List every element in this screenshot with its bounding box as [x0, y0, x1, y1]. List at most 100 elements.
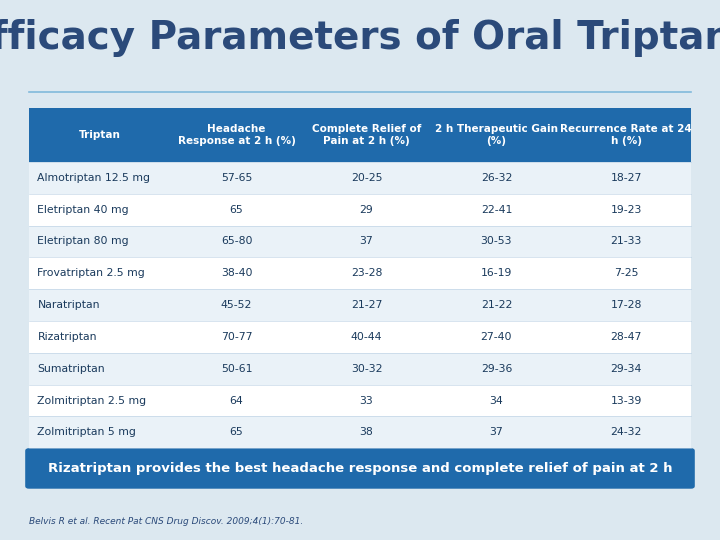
Bar [431, 258, 562, 289]
Bar [562, 353, 691, 384]
Text: 64: 64 [230, 395, 243, 406]
Bar [29, 162, 171, 194]
Bar [431, 108, 562, 162]
Text: Sumatriptan: Sumatriptan [37, 364, 105, 374]
Bar [431, 353, 562, 384]
Bar [431, 226, 562, 258]
Bar [29, 258, 171, 289]
Text: 65: 65 [230, 427, 243, 437]
Text: 20-25: 20-25 [351, 173, 382, 183]
Bar [562, 226, 691, 258]
Bar [562, 289, 691, 321]
Bar [562, 321, 691, 353]
Bar [302, 384, 431, 416]
Bar [562, 384, 691, 416]
Bar [431, 416, 562, 448]
Bar [171, 416, 302, 448]
Bar [171, 321, 302, 353]
Text: 21-22: 21-22 [481, 300, 512, 310]
Bar [302, 258, 431, 289]
Bar [302, 194, 431, 226]
Text: 30-53: 30-53 [481, 237, 512, 246]
Text: 34: 34 [490, 395, 503, 406]
Text: 18-27: 18-27 [611, 173, 642, 183]
Text: 17-28: 17-28 [611, 300, 642, 310]
Text: 21-33: 21-33 [611, 237, 642, 246]
Bar [431, 384, 562, 416]
Text: 22-41: 22-41 [481, 205, 512, 215]
Bar [302, 108, 431, 162]
Bar [562, 258, 691, 289]
Bar [302, 321, 431, 353]
Text: Belvis R et al. Recent Pat CNS Drug Discov. 2009;4(1):70-81.: Belvis R et al. Recent Pat CNS Drug Disc… [29, 517, 303, 526]
Bar [171, 384, 302, 416]
Text: 30-32: 30-32 [351, 364, 382, 374]
Text: 38-40: 38-40 [221, 268, 253, 278]
Text: 19-23: 19-23 [611, 205, 642, 215]
Text: Naratriptan: Naratriptan [37, 300, 100, 310]
Text: 27-40: 27-40 [481, 332, 512, 342]
Text: 38: 38 [359, 427, 374, 437]
Bar [29, 226, 171, 258]
Bar [562, 162, 691, 194]
Text: Eletriptan 40 mg: Eletriptan 40 mg [37, 205, 129, 215]
Bar [562, 194, 691, 226]
Bar [302, 162, 431, 194]
Text: 45-52: 45-52 [221, 300, 252, 310]
Bar [431, 321, 562, 353]
Bar [171, 108, 302, 162]
Bar [302, 416, 431, 448]
Text: 37: 37 [359, 237, 374, 246]
Bar [29, 384, 171, 416]
Text: 29-34: 29-34 [611, 364, 642, 374]
Text: Recurrence Rate at 24
h (%): Recurrence Rate at 24 h (%) [560, 124, 692, 146]
Text: 40-44: 40-44 [351, 332, 382, 342]
Bar [431, 162, 562, 194]
Text: Eletriptan 80 mg: Eletriptan 80 mg [37, 237, 129, 246]
Bar [171, 353, 302, 384]
Text: Rizatriptan: Rizatriptan [37, 332, 97, 342]
Text: Headache
Response at 2 h (%): Headache Response at 2 h (%) [178, 124, 295, 146]
Bar [29, 289, 171, 321]
Text: 23-28: 23-28 [351, 268, 382, 278]
Text: 29: 29 [359, 205, 374, 215]
Bar [29, 416, 171, 448]
Text: 29-36: 29-36 [481, 364, 512, 374]
Text: 13-39: 13-39 [611, 395, 642, 406]
Bar [302, 353, 431, 384]
Text: 50-61: 50-61 [221, 364, 253, 374]
Bar [171, 289, 302, 321]
Text: 21-27: 21-27 [351, 300, 382, 310]
Bar [562, 108, 691, 162]
Bar [171, 162, 302, 194]
Text: 65-80: 65-80 [221, 237, 253, 246]
Text: Almotriptan 12.5 mg: Almotriptan 12.5 mg [37, 173, 150, 183]
Text: 28-47: 28-47 [611, 332, 642, 342]
Text: Efficacy Parameters of Oral Triptans: Efficacy Parameters of Oral Triptans [0, 19, 720, 57]
Bar [431, 289, 562, 321]
Text: 24-32: 24-32 [611, 427, 642, 437]
Bar [431, 194, 562, 226]
Bar [302, 289, 431, 321]
Bar [29, 108, 171, 162]
Text: 7-25: 7-25 [614, 268, 639, 278]
Bar [302, 226, 431, 258]
Text: 26-32: 26-32 [481, 173, 512, 183]
Text: Complete Relief of
Pain at 2 h (%): Complete Relief of Pain at 2 h (%) [312, 124, 421, 146]
Text: 70-77: 70-77 [221, 332, 253, 342]
Text: Zolmitriptan 2.5 mg: Zolmitriptan 2.5 mg [37, 395, 147, 406]
Text: Zolmitriptan 5 mg: Zolmitriptan 5 mg [37, 427, 136, 437]
Text: 37: 37 [490, 427, 503, 437]
FancyBboxPatch shape [25, 448, 695, 489]
Bar [171, 258, 302, 289]
Text: Rizatriptan provides the best headache response and complete relief of pain at 2: Rizatriptan provides the best headache r… [48, 462, 672, 475]
Bar [562, 416, 691, 448]
Text: 57-65: 57-65 [221, 173, 252, 183]
Bar [171, 226, 302, 258]
Text: Triptan: Triptan [79, 130, 121, 140]
Text: Frovatriptan 2.5 mg: Frovatriptan 2.5 mg [37, 268, 145, 278]
Bar [29, 353, 171, 384]
Bar [29, 194, 171, 226]
Bar [29, 321, 171, 353]
Text: 2 h Therapeutic Gain
(%): 2 h Therapeutic Gain (%) [435, 124, 558, 146]
